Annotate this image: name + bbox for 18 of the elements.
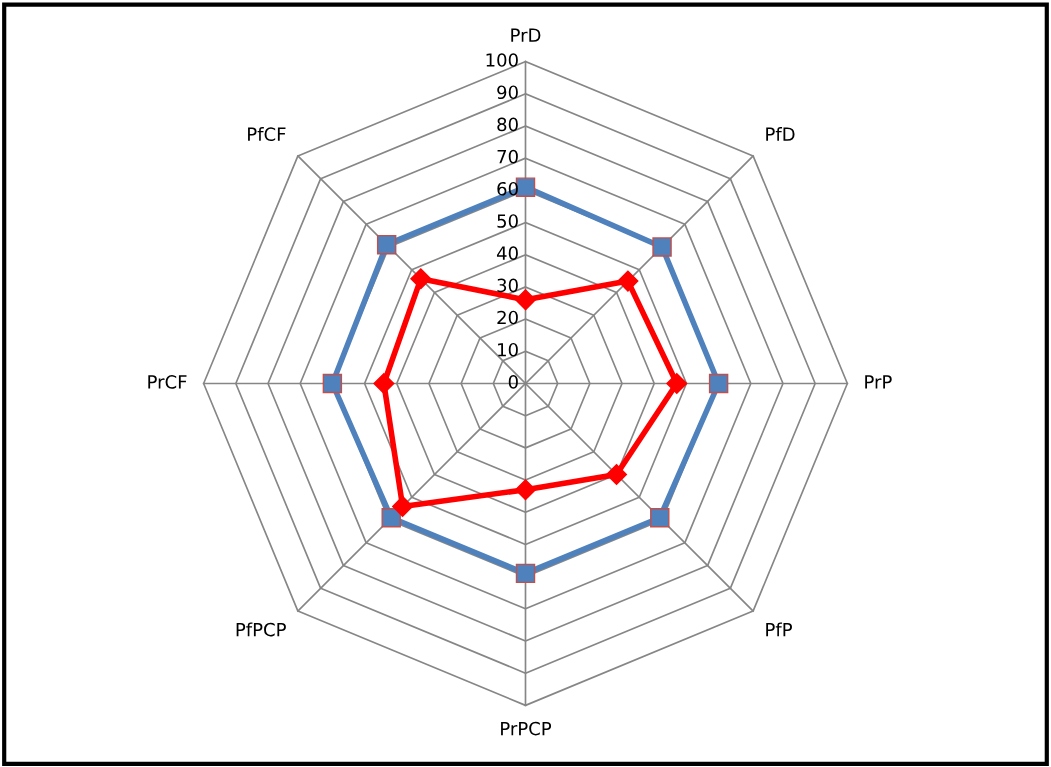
spoke-label: PfD xyxy=(766,127,795,141)
spoke-label: PfPCP xyxy=(236,622,286,637)
y-tick-label: 10 xyxy=(498,342,518,357)
y-tick-label: 50 xyxy=(497,214,518,228)
spoke-label: PrCF xyxy=(148,375,187,389)
y-tick-label: 0 xyxy=(508,375,518,389)
y-tick-label: 80 xyxy=(497,117,518,132)
y-tick-label: 30 xyxy=(497,278,518,293)
spoke-label: PrPCP xyxy=(501,721,552,736)
spoke-label: PrD xyxy=(511,28,541,42)
y-tick-label: 70 xyxy=(497,149,518,164)
y-tick-label: 100 xyxy=(486,53,518,67)
spoke-label: PfCF xyxy=(248,127,286,142)
y-tick-label: 20 xyxy=(497,310,518,325)
spoke-label: PfP xyxy=(766,622,792,637)
y-tick-label: 90 xyxy=(497,85,518,100)
spoke-label: PrP xyxy=(865,375,892,389)
y-tick-label: 40 xyxy=(496,246,518,260)
